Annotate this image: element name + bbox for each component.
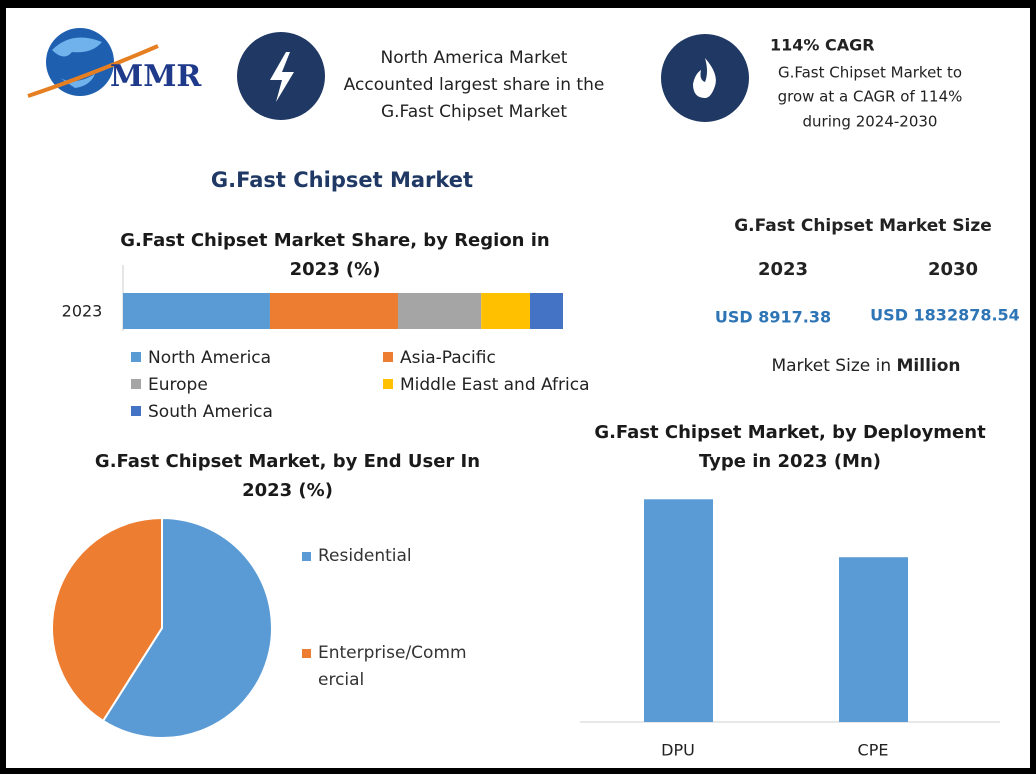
bar-segment [123,293,270,329]
logo-swoosh [27,44,159,98]
fact-line: G.Fast Chipset Market [381,102,567,122]
y-tick-label: 2023 [62,302,103,321]
size-note-text: Market Size in [771,356,891,376]
cagr-title: 114% CAGR [770,36,875,55]
chart-title: G.Fast Chipset Market, by Deployment Typ… [594,422,986,472]
logo-land [52,37,102,88]
fact-line: Accounted largest share in the [344,75,605,95]
legend-swatch [131,406,141,416]
bar [839,557,908,722]
legend-label: Enterprise/Commercial [318,643,467,690]
bar [644,499,713,722]
fact-line: during 2024-2030 [803,113,938,131]
size-value: USD 8917.38 [715,308,831,327]
size-year: 2023 [758,259,808,280]
chart-title: G.Fast Chipset Market, by End User In 20… [94,451,481,501]
chart-title: G.Fast Chipset Market Share, by Region i… [120,230,550,280]
fact-line: grow at a CAGR of 114% [778,88,963,106]
pie-slice [51,516,163,723]
bar-segment [530,293,563,329]
legend-label: Residential [318,546,412,566]
legend-swatch [131,379,141,389]
logo-text: MMR [110,59,202,94]
bar-segment [269,293,398,329]
main-title: G.Fast Chipset Market [211,168,473,192]
bar-segment [481,293,530,329]
legend-swatch [383,352,393,362]
x-tick-label: DPU [661,741,695,760]
x-tick-label: CPE [858,741,889,760]
size-value: USD 1832878.54 [870,306,1020,325]
fact-line: North America Market [381,48,568,68]
flame-icon [693,58,716,98]
legend-label: Middle East and Africa [400,375,590,395]
legend-swatch [383,379,393,389]
legend-label: Asia-Pacific [400,348,496,368]
size-title: G.Fast Chipset Market Size [734,216,992,236]
icon-circle [661,34,749,122]
fact-line: G.Fast Chipset Market to [778,64,962,82]
bolt-icon [270,52,294,102]
size-year: 2030 [928,259,978,280]
size-note: Market Size in Million [771,356,960,376]
pie-slice [101,516,273,739]
legend-label: Europe [148,375,208,395]
legend-label: South America [148,402,273,422]
legend-swatch [131,352,141,362]
size-note-unit: Million [897,356,961,376]
legend-swatch [302,649,311,658]
bar-segment [398,293,482,329]
legend-label: North America [148,348,271,368]
legend-swatch [302,552,311,561]
